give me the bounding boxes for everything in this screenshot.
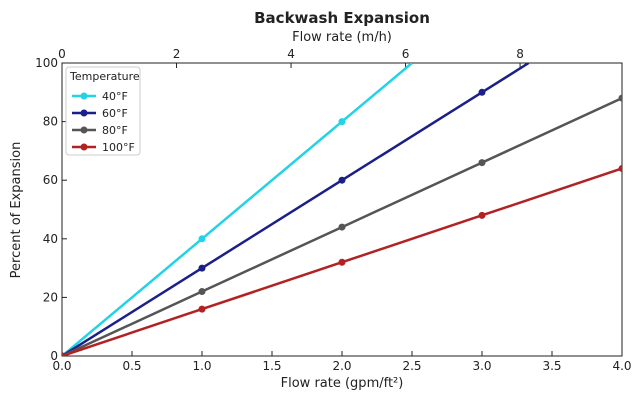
top-x-tick-label: 6 xyxy=(402,47,410,61)
plot-frame xyxy=(61,62,623,357)
x-tick-label: 0.0 xyxy=(52,359,71,373)
legend-item: 40°F xyxy=(72,90,128,103)
y-tick-label: 100 xyxy=(35,56,58,70)
data-point xyxy=(198,288,206,296)
legend-item: 60°F xyxy=(72,107,128,120)
y-axis-label: Percent of Expansion xyxy=(9,142,24,279)
series-100f xyxy=(62,164,622,356)
data-point xyxy=(338,258,346,266)
top-x-tick-label: 8 xyxy=(516,47,524,61)
legend-item: 100°F xyxy=(72,141,135,154)
legend-marker xyxy=(80,92,88,100)
top-axis-label: Flow rate (m/h) xyxy=(292,30,392,45)
series-40f xyxy=(62,63,413,356)
y-tick-label: 80 xyxy=(43,115,58,129)
top-x-tick-label: 2 xyxy=(173,47,181,61)
data-point xyxy=(338,176,346,184)
series-80f xyxy=(62,94,622,356)
data-point xyxy=(198,235,206,243)
data-point xyxy=(618,94,622,102)
data-point xyxy=(198,264,206,272)
top-x-tick-label: 0 xyxy=(58,47,66,61)
legend: Temperature 40°F 60°F 80°F 100°F xyxy=(65,66,141,156)
legend-label: 60°F xyxy=(102,107,128,120)
data-point xyxy=(338,223,346,231)
data-point xyxy=(618,164,622,172)
x-tick-label: 0.5 xyxy=(122,359,141,373)
x-tick-label: 1.5 xyxy=(262,359,281,373)
series-line xyxy=(62,63,413,356)
legend-label: 80°F xyxy=(102,124,128,137)
y-tick-label: 20 xyxy=(43,290,58,304)
axes: 0.0 0.5 1.0 1.5 2.0 2.5 3.0 3.5 4.00204060801000… xyxy=(35,47,631,373)
data-point xyxy=(478,159,486,167)
x-tick-label: 2.0 xyxy=(332,359,351,373)
data-point xyxy=(338,118,346,126)
data-point xyxy=(62,352,66,356)
x-tick-label: 4.0 xyxy=(612,359,631,373)
x-tick-label: 1.0 xyxy=(192,359,211,373)
legend-label: 100°F xyxy=(102,141,135,154)
x-tick-label: 3.0 xyxy=(472,359,491,373)
y-tick-label: 40 xyxy=(43,232,58,246)
legend-marker xyxy=(80,109,88,117)
data-point xyxy=(478,88,486,96)
top-x-tick-label: 4 xyxy=(287,47,295,61)
data-point xyxy=(198,305,206,313)
y-tick-label: 60 xyxy=(43,173,58,187)
legend-label: 40°F xyxy=(102,90,128,103)
legend-title: Temperature xyxy=(69,70,140,83)
series-layer xyxy=(62,63,622,356)
x-axis-label: Flow rate (gpm/ft²) xyxy=(281,376,404,390)
y-tick-label: 0 xyxy=(50,349,58,363)
data-point xyxy=(478,211,486,219)
series-60f xyxy=(62,63,530,356)
x-tick-label: 3.5 xyxy=(542,359,561,373)
legend-item: 80°F xyxy=(72,124,128,137)
chart-title: Backwash Expansion xyxy=(254,9,430,27)
x-tick-label: 2.5 xyxy=(402,359,421,373)
legend-marker xyxy=(80,126,88,134)
legend-marker xyxy=(80,143,88,151)
